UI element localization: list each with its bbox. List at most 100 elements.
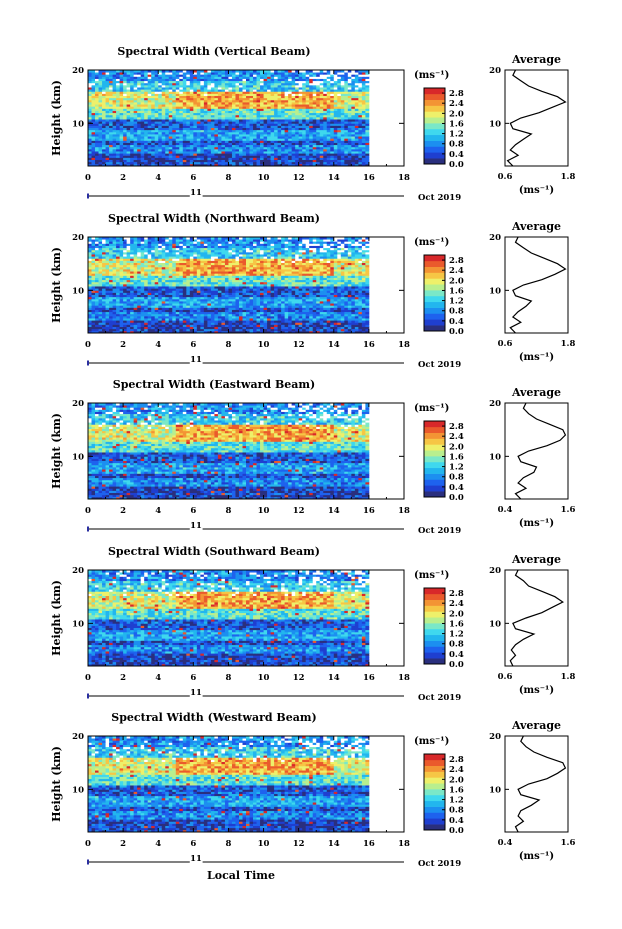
heatmap-cell (224, 163, 229, 167)
heatmap-cell (175, 140, 180, 143)
heatmap-cell (274, 144, 278, 148)
heatmap-cell (172, 161, 177, 165)
heatmap-cell (186, 151, 191, 154)
heatmap-cell (217, 161, 222, 165)
heatmap-cell (200, 142, 205, 146)
heatmap-cell (358, 144, 363, 148)
heatmap-cell (91, 151, 96, 154)
heatmap-cell (217, 140, 222, 143)
heatmap-cell (298, 159, 303, 163)
heatmap-cell (326, 142, 331, 146)
heatmap-cell (295, 153, 300, 156)
heatmap-cell (228, 140, 233, 143)
heatmap-cell (242, 146, 247, 150)
heatmap-cell (168, 161, 173, 165)
heatmap-cell (326, 163, 331, 167)
heatmap-cell (309, 151, 314, 154)
heatmap-cell (277, 153, 282, 156)
heatmap-cell (200, 148, 205, 152)
heatmap-cell (249, 161, 254, 165)
heatmap-cell (175, 142, 180, 146)
heatmap-cell (235, 142, 240, 146)
heatmap-cell (109, 140, 113, 143)
heatmap-cell (193, 140, 198, 143)
heatmap-cell (288, 151, 293, 154)
heatmap-cell (175, 144, 180, 148)
heatmap-cell (203, 153, 208, 156)
heatmap-cell (263, 151, 268, 154)
heatmap-cell (305, 151, 310, 154)
heatmap-cell (137, 140, 142, 143)
heatmap-cell (112, 148, 117, 152)
heatmap-cell (221, 140, 226, 143)
heatmap-cell (109, 157, 113, 160)
heatmap-cell (337, 146, 342, 150)
heatmap-cell (242, 140, 247, 143)
heatmap-cell (161, 155, 166, 158)
colorbar-block (424, 88, 445, 95)
heatmap-cell (210, 159, 215, 163)
heatmap-cell (326, 157, 331, 160)
heatmap-cell (98, 155, 103, 158)
heatmap-cell (137, 161, 142, 165)
heatmap-cell (312, 151, 317, 154)
heatmap-cell (288, 163, 293, 167)
heatmap-cell (270, 161, 275, 165)
heatmap-cell (133, 153, 138, 156)
heatmap-cell (347, 153, 352, 156)
heatmap-cell (242, 159, 247, 163)
heatmap-cell (319, 148, 324, 152)
heatmap-cell (351, 163, 356, 167)
heatmap-cell (228, 148, 233, 152)
heatmap-cell (144, 163, 149, 167)
heatmap-cell (140, 161, 145, 165)
heatmap-cell (333, 151, 338, 154)
heatmap-cell (186, 144, 191, 148)
heatmap-cell (189, 153, 194, 156)
heatmap-cell (119, 153, 124, 156)
heatmap-cell (270, 151, 275, 154)
heatmap-cell (168, 151, 173, 154)
heatmap-cell (365, 142, 370, 146)
heatmap-cell (105, 144, 110, 148)
heatmap-cell (193, 159, 198, 163)
heatmap-cell (270, 148, 275, 152)
heatmap-cell (95, 159, 99, 163)
heatmap-cell (130, 148, 135, 152)
heatmap-cell (274, 146, 278, 150)
heatmap-cell (123, 163, 128, 167)
heatmap-cell (200, 144, 205, 148)
heatmap-cell (116, 146, 120, 150)
heatmap-cell (210, 155, 215, 158)
x-tick-label: 14 (328, 173, 340, 183)
heatmap-cell (260, 153, 264, 156)
heatmap-cell (361, 146, 366, 150)
heatmap-cell (235, 159, 240, 163)
heatmap-cell (147, 155, 152, 158)
heatmap-cell (246, 140, 250, 143)
heatmap-cell (203, 144, 208, 148)
heatmap (88, 70, 370, 167)
heatmap-cell (95, 157, 99, 160)
heatmap-cell (189, 151, 194, 154)
heatmap-cell (319, 163, 324, 167)
heatmap-cell (214, 140, 219, 143)
heatmap-cell (112, 142, 117, 146)
heatmap-cell (140, 157, 145, 160)
heatmap-cell (256, 144, 261, 148)
heatmap-cell (270, 142, 275, 146)
heatmap-cell (330, 146, 335, 150)
heatmap-cell (161, 140, 166, 143)
heatmap-cell (238, 140, 243, 143)
heatmap-cell (305, 140, 310, 143)
heatmap-cell (228, 153, 233, 156)
heatmap-cell (98, 161, 103, 165)
heatmap-cell (291, 142, 296, 146)
heatmap-cell (137, 148, 142, 152)
heatmap-cell (333, 159, 338, 163)
heatmap-cell (137, 144, 142, 148)
heatmap-cell (203, 140, 208, 143)
heatmap-cell (249, 144, 254, 148)
heatmap-cell (130, 151, 135, 154)
heatmap-cell (119, 161, 124, 165)
